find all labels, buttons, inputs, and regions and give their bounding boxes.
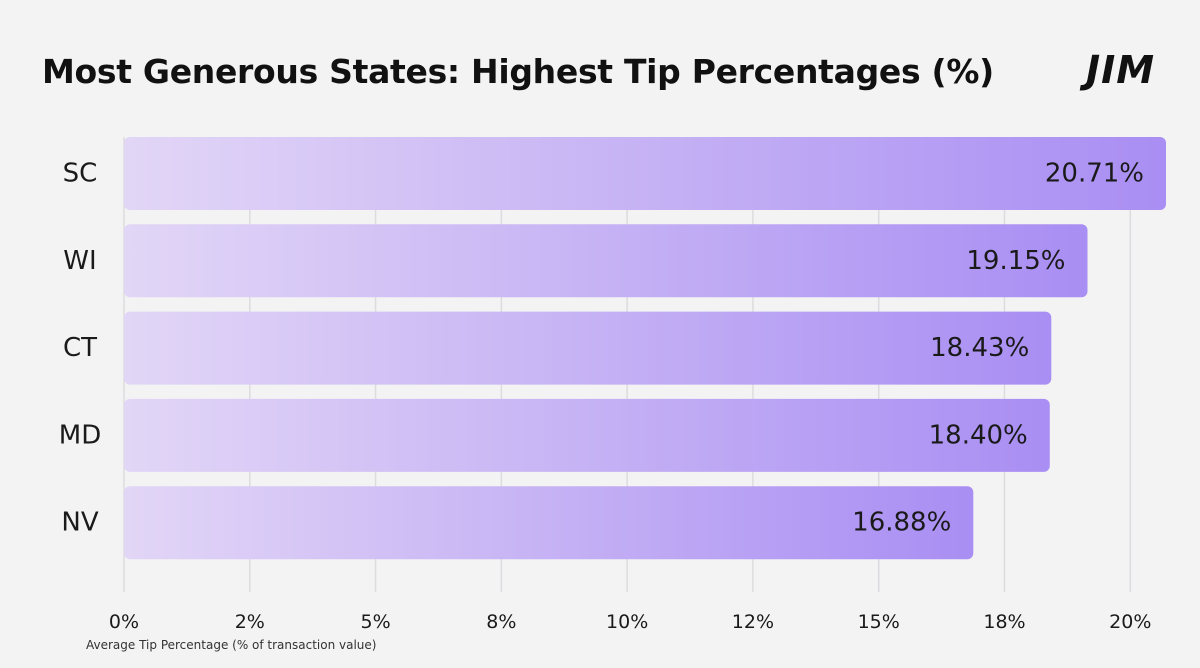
x-tick-label-0: 0%: [109, 611, 139, 633]
x-tick-label-7: 18%: [983, 611, 1025, 633]
bar-wi: [124, 224, 1088, 298]
bar-nv: [124, 486, 974, 560]
x-axis-label: Average Tip Percentage (% of transaction…: [86, 638, 377, 652]
x-tick-label-6: 15%: [858, 611, 900, 633]
x-tick-labels: 0% 2% 5% 8% 10% 12% 15% 18% 20%: [109, 611, 1151, 633]
category-label-sc: SC: [63, 159, 98, 189]
bar-ct: [124, 311, 1052, 385]
category-label-nv: NV: [61, 508, 98, 538]
x-tick-label-4: 10%: [606, 611, 648, 633]
x-tick-label-3: 8%: [486, 611, 516, 633]
value-label-ct: 18.43%: [930, 333, 1029, 363]
value-label-nv: 16.88%: [852, 508, 951, 538]
bars: [124, 137, 1166, 560]
chart-title: Most Generous States: Highest Tip Percen…: [42, 52, 994, 91]
x-tick-label-5: 12%: [732, 611, 774, 633]
brand-logo: JIM: [1086, 48, 1156, 92]
bar-md: [124, 398, 1050, 472]
bar-sc: [124, 137, 1166, 210]
value-label-wi: 19.15%: [966, 246, 1065, 276]
x-tick-label-1: 2%: [235, 611, 265, 633]
value-label-sc: 20.71%: [1045, 159, 1144, 189]
value-labels: 20.71% 19.15% 18.43% 18.40% 16.88%: [852, 159, 1144, 538]
x-tick-label-2: 5%: [360, 611, 390, 633]
value-label-md: 18.40%: [929, 420, 1028, 450]
category-label-md: MD: [59, 420, 101, 450]
category-label-ct: CT: [63, 333, 97, 363]
category-label-wi: WI: [63, 246, 96, 276]
category-labels: SC WI CT MD NV: [59, 159, 101, 538]
x-tick-label-8: 20%: [1109, 611, 1151, 633]
